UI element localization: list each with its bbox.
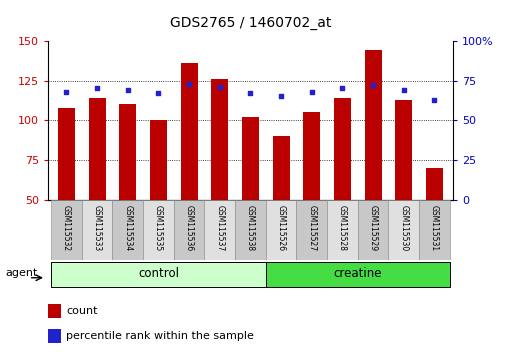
Bar (265, 262, 449, 287)
Text: agent: agent (5, 268, 37, 278)
Bar (425, 168, 442, 200)
Bar (88, 98, 106, 200)
Text: percentile rank within the sample: percentile rank within the sample (66, 331, 254, 341)
Bar (204, 200, 235, 260)
Bar (235, 200, 265, 260)
Bar (272, 136, 289, 200)
Bar (119, 104, 136, 200)
Point (368, 82, 376, 88)
Bar (211, 79, 228, 200)
Text: control: control (138, 267, 179, 280)
Bar (303, 113, 320, 200)
Bar (173, 200, 204, 260)
Bar (418, 200, 449, 260)
Text: GSM115529: GSM115529 (368, 205, 377, 251)
Bar (394, 100, 412, 200)
Point (154, 90, 162, 96)
Bar (51, 200, 82, 260)
Point (246, 90, 254, 96)
Point (399, 87, 407, 93)
Text: GSM115538: GSM115538 (245, 205, 255, 251)
Text: GSM115534: GSM115534 (123, 205, 132, 251)
Text: GSM115536: GSM115536 (184, 205, 193, 251)
Bar (241, 117, 259, 200)
Bar (265, 200, 296, 260)
Text: GSM115528: GSM115528 (337, 205, 346, 251)
Text: GSM115530: GSM115530 (398, 205, 408, 251)
Text: count: count (66, 306, 98, 316)
Point (277, 93, 285, 99)
Point (93, 86, 101, 91)
Text: GSM115532: GSM115532 (62, 205, 71, 251)
Text: GSM115526: GSM115526 (276, 205, 285, 251)
Bar (150, 120, 167, 200)
Bar (327, 200, 357, 260)
Bar (82, 200, 112, 260)
Bar (143, 200, 173, 260)
Bar (357, 200, 388, 260)
Text: GSM115527: GSM115527 (307, 205, 316, 251)
Bar (112, 200, 143, 260)
Text: creatine: creatine (333, 267, 381, 280)
Bar (296, 200, 327, 260)
Point (430, 97, 438, 103)
Point (215, 84, 223, 90)
Bar (48, 329, 61, 343)
Text: GSM115531: GSM115531 (429, 205, 438, 251)
Point (185, 81, 193, 87)
Bar (58, 108, 75, 200)
Bar (48, 304, 61, 318)
Bar (388, 200, 418, 260)
Bar (333, 98, 350, 200)
Bar (364, 50, 381, 200)
Point (307, 89, 315, 95)
Bar (51, 262, 265, 287)
Point (124, 87, 132, 93)
Bar (180, 63, 197, 200)
Text: GSM115535: GSM115535 (154, 205, 163, 251)
Point (62, 89, 70, 95)
Point (338, 86, 346, 91)
Text: GSM115533: GSM115533 (92, 205, 102, 251)
Text: GSM115537: GSM115537 (215, 205, 224, 251)
Text: GDS2765 / 1460702_at: GDS2765 / 1460702_at (170, 16, 330, 30)
